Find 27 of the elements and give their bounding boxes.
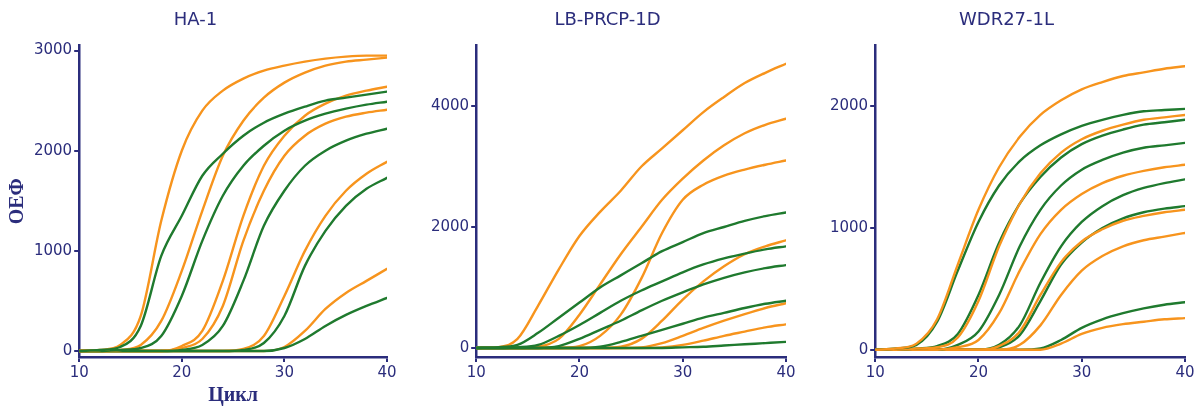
chart-title: HA-1	[173, 8, 218, 30]
chart-title: WDR27-1L	[958, 8, 1055, 30]
y-tick-label: 2000	[430, 216, 470, 235]
y-tick-label: 4000	[430, 95, 470, 114]
x-tick-label: 20	[569, 362, 589, 381]
y-tick-label: 1000	[829, 217, 869, 236]
y-axis-title: ОЕФ	[5, 178, 28, 225]
x-tick-label: 10	[865, 362, 885, 381]
x-tick-label: 30	[673, 362, 693, 381]
x-tick-label: 40	[1175, 362, 1195, 381]
x-tick-label: 40	[377, 362, 397, 381]
x-axis-title: Цикл	[208, 383, 258, 407]
x-tick-label: 10	[466, 362, 486, 381]
y-tick-label: 2000	[33, 140, 73, 159]
chart-title: LB-PRCP-1D	[554, 8, 661, 30]
y-tick-label: 2000	[829, 96, 869, 115]
y-tick-label: 0	[858, 339, 869, 358]
x-tick-label: 40	[776, 362, 796, 381]
y-tick-label: 3000	[33, 40, 73, 59]
x-tick-label: 30	[1072, 362, 1092, 381]
y-tick-label: 0	[459, 337, 470, 356]
x-tick-label: 30	[274, 362, 294, 381]
x-tick-label: 20	[968, 362, 988, 381]
y-tick-label: 0	[62, 340, 73, 359]
x-tick-label: 10	[69, 362, 89, 381]
x-tick-label: 20	[172, 362, 192, 381]
y-tick-label: 1000	[33, 240, 73, 259]
